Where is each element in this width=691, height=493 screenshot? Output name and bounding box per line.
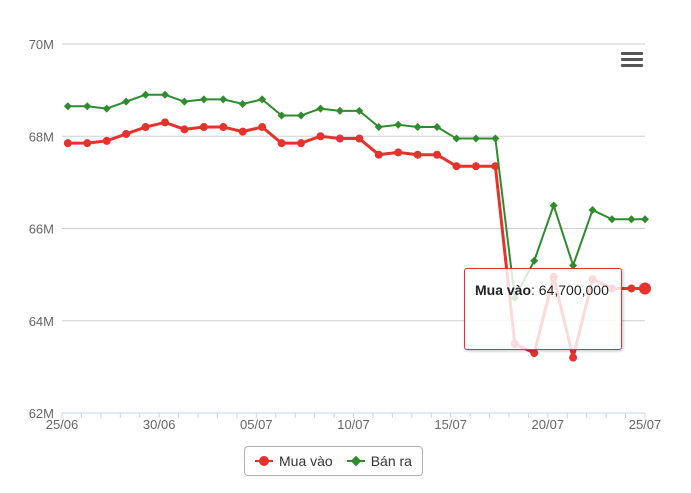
series-mua-vao-point: [394, 148, 403, 157]
series-mua-vao-point: [199, 123, 208, 132]
series-ban-ra-point: [569, 261, 578, 270]
x-tick-label: 05/07: [240, 417, 273, 432]
series-ban-ra-point: [530, 256, 539, 265]
series-ban-ra-point: [122, 97, 131, 106]
series-mua-vao-point: [530, 349, 539, 358]
legend-item-mua-vao[interactable]: Mua vào: [255, 453, 333, 469]
series-mua-vao-point: [316, 132, 325, 141]
series-mua-vao-point: [413, 150, 422, 159]
series-mua-vao-point: [160, 118, 169, 127]
y-axis-ticks: 62M 64M 66M 68M 70M: [29, 37, 54, 421]
y-tick-label: 70M: [29, 37, 54, 52]
series-ban-ra-point: [297, 111, 306, 120]
y-tick-label: 68M: [29, 129, 54, 144]
series-mua-vao-point: [219, 123, 228, 132]
data-tooltip: Mua vào: 64,700,000: [464, 268, 622, 350]
series-ban-ra-point: [335, 106, 344, 115]
series-mua-vao-point: [258, 123, 267, 132]
series-mua-vao-point: [238, 127, 247, 136]
series-ban-ra-point: [433, 123, 442, 132]
series-ban-ra-point: [627, 215, 636, 224]
series-mua-vao-point: [374, 150, 383, 159]
series-mua-vao-point: [277, 139, 286, 148]
series-mua-vao-point: [335, 134, 344, 143]
legend-diamond-icon: [346, 455, 365, 467]
series-mua-vao-point: [491, 162, 500, 171]
series-mua-vao-point: [627, 284, 636, 293]
legend-item-ban-ra[interactable]: Bán ra: [346, 453, 412, 469]
menu-button[interactable]: [619, 49, 645, 71]
series-ban-ra-point: [452, 134, 461, 143]
series-ban-ra-point: [277, 111, 286, 120]
series-ban-ra-point: [83, 102, 92, 111]
y-tick-label: 62M: [29, 406, 54, 421]
chart-legend: Mua vào Bán ra: [244, 446, 423, 476]
series-mua-vao-point: [639, 282, 651, 295]
legend-label: Mua vào: [279, 453, 333, 469]
series-ban-ra-point: [394, 120, 403, 129]
series-ban-ra-point: [641, 215, 649, 224]
series-ban-ra-point: [199, 95, 208, 104]
series-mua-vao-point: [141, 123, 150, 132]
series-ban-ra-point: [160, 90, 169, 99]
x-tick-label: 25/06: [46, 417, 79, 432]
series-ban-ra-point: [258, 95, 267, 104]
series-ban-ra-point: [219, 95, 228, 104]
menu-icon-bar: [621, 64, 643, 67]
series-ban-ra-point: [63, 102, 72, 111]
series-mua-vao-point: [122, 129, 131, 138]
series-mua-vao-point: [102, 136, 111, 145]
series-ban-ra-point: [588, 206, 597, 215]
tooltip-series-name: Mua vào: [475, 282, 532, 298]
y-tick-label: 64M: [29, 314, 54, 329]
series-ban-ra-point: [413, 123, 422, 132]
tooltip-separator: :: [531, 282, 539, 298]
series-mua-vao-point: [83, 139, 92, 148]
series-mua-vao-point: [433, 150, 442, 159]
series-ban-ra-point: [549, 201, 558, 210]
legend-label: Bán ra: [370, 453, 412, 469]
menu-icon-bar: [621, 58, 643, 61]
series-mua-vao-point: [297, 139, 306, 148]
series-ban-ra-point: [471, 134, 480, 143]
x-tick-label: 20/07: [532, 417, 565, 432]
series-ban-ra-point: [374, 123, 383, 132]
series-ban-ra-point: [102, 104, 111, 113]
series-mua-vao-point: [471, 162, 480, 171]
x-tick-label: 25/07: [629, 417, 662, 432]
series-mua-vao-point: [452, 162, 461, 171]
x-axis: 25/06 30/06 05/07 10/07 15/07 20/07 25/07: [46, 413, 662, 432]
series-ban-ra-point: [491, 134, 500, 143]
x-tick-label: 10/07: [337, 417, 370, 432]
series-mua-vao-point: [355, 134, 364, 143]
series-ban-ra-point: [180, 97, 189, 106]
grid-lines: [62, 43, 645, 414]
series-ban-ra-point: [355, 106, 364, 115]
tooltip-value: 64,700,000: [538, 282, 609, 298]
series-layer: [63, 90, 651, 362]
series-ban-ra-point: [607, 215, 616, 224]
series-mua-vao-point: [569, 353, 578, 362]
series-mua-vao-point: [180, 125, 189, 134]
series-ban-ra-point: [238, 99, 247, 108]
menu-icon-bar: [621, 52, 643, 55]
x-tick-label: 15/07: [434, 417, 467, 432]
series-ban-ra-point: [316, 104, 325, 113]
series-mua-vao-point: [63, 139, 72, 148]
x-tick-label: 30/06: [143, 417, 176, 432]
series-ban-ra-point: [141, 90, 150, 99]
legend-circle-icon: [255, 456, 273, 466]
y-tick-label: 66M: [29, 222, 54, 237]
